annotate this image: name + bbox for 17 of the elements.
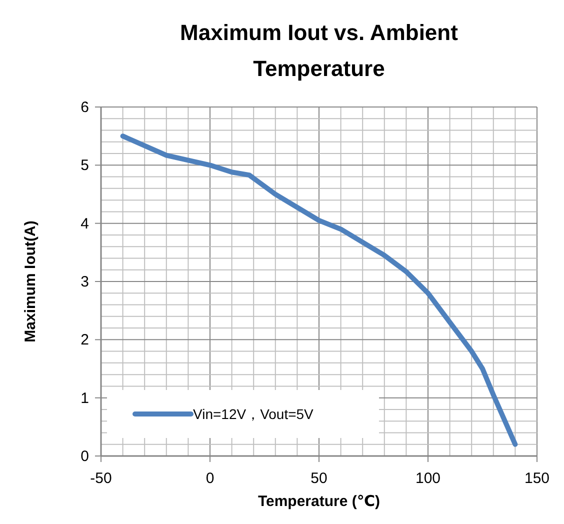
x-tick-label: 0: [206, 470, 214, 487]
legend: Vin=12V，Vout=5V: [107, 390, 379, 438]
y-tick-label: 1: [80, 390, 89, 407]
chart-title: Maximum Iout vs. Ambient Temperature: [180, 20, 459, 81]
y-tick-label: 5: [80, 157, 89, 174]
legend-label: Vin=12V，Vout=5V: [193, 406, 314, 422]
x-axis-title: Temperature (℃): [258, 493, 380, 510]
x-tick-label: 50: [310, 470, 328, 487]
y-tick-label: 2: [80, 332, 89, 349]
y-tick-label: 6: [80, 99, 89, 116]
x-tick-label: 150: [524, 470, 550, 487]
x-tick-label: -50: [90, 470, 112, 487]
y-tick-label: 4: [80, 215, 89, 232]
y-tick-label: 3: [80, 274, 89, 290]
y-axis-title: Maximum Iout(A): [22, 220, 39, 342]
x-tick-label: 100: [415, 470, 441, 487]
y-tick-label: 0: [80, 448, 89, 465]
